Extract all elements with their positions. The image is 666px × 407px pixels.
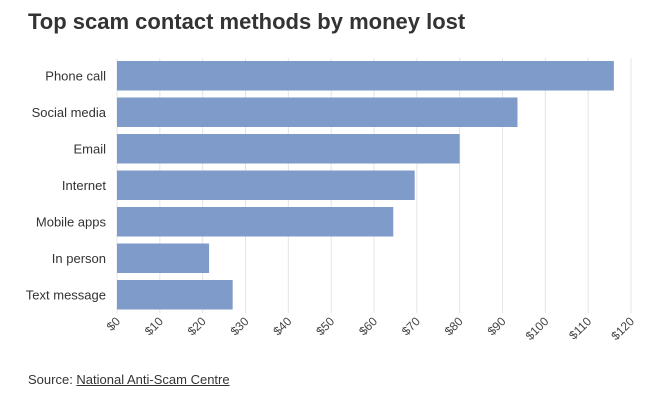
bar [117, 61, 614, 91]
x-tick-label: $0 [104, 314, 124, 334]
x-tick-label: $90 [485, 314, 509, 338]
bar-chart: Phone call Social media Email Internet Mobil… [26, 58, 638, 343]
category-label: Mobile apps [36, 214, 107, 229]
x-tick-label: $120 [608, 314, 637, 343]
bar [117, 243, 210, 273]
x-tick-label: $50 [313, 314, 337, 338]
source-note: Source: National Anti-Scam Centre [28, 372, 230, 387]
category-label: Email [73, 141, 106, 156]
x-tick-label: $70 [399, 314, 423, 338]
bar [117, 280, 233, 310]
category-labels: Phone call Social media Email Internet Mobil… [26, 68, 107, 302]
x-tick-label: $100 [523, 314, 552, 343]
source-link[interactable]: National Anti-Scam Centre [76, 372, 230, 387]
x-axis-tick-labels: $0 $10 $20 $30 $40 $50 $60 $70 $80 $90 $100 $110 $12… [104, 314, 638, 343]
chart-title: Top scam contact methods by money lost [28, 9, 466, 34]
x-tick-label: $60 [356, 314, 380, 338]
x-tick-label: $30 [228, 314, 252, 338]
bars [117, 61, 614, 310]
x-tick-label: $80 [442, 314, 466, 338]
category-label: Social media [32, 105, 107, 120]
category-label: Phone call [45, 68, 106, 83]
category-label: Internet [62, 178, 106, 193]
x-tick-label: $110 [566, 314, 594, 342]
x-tick-label: $20 [185, 314, 209, 338]
category-label: In person [52, 251, 106, 266]
x-tick-label: $40 [270, 314, 294, 338]
category-label: Text message [26, 287, 106, 302]
bar [117, 134, 460, 164]
x-tick-label: $10 [142, 314, 166, 338]
bar [117, 207, 394, 237]
source-prefix: Source: [28, 372, 77, 387]
bar [117, 170, 415, 200]
bar [117, 97, 518, 127]
